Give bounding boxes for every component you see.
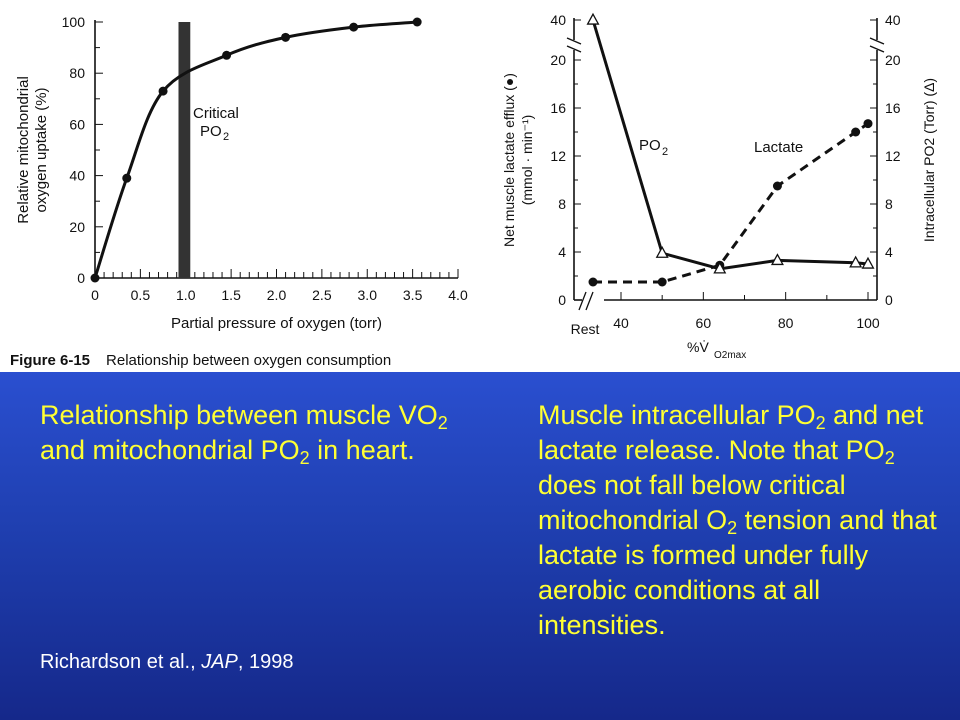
x-tick-label: 1.5 [221,287,241,303]
po2-point [849,255,863,268]
y-tick-label-right: 20 [885,52,901,68]
lactate-point [772,181,782,191]
y-tick-label-left: 20 [550,52,566,68]
y-tick-label-left: 12 [550,148,566,164]
y-axis-label: Relative mitochondrial [15,76,32,224]
y-axis-label-right: Intracellular PO2 (Torr) (Δ) [921,78,937,242]
po2-point [861,256,875,269]
x-axis-label-sub: O2max [714,350,746,361]
po2-point [586,12,600,25]
data-point [122,173,132,183]
figure-area: 0 0.5 1.0 1.5 2.0 2.5 3.0 3.5 4.0 0 20 40 60 80 100 Par… [10,12,937,369]
lactate-point [863,119,873,129]
data-point [412,17,422,27]
x-axis-label: %V̇ [687,339,709,355]
lactate-point [851,127,861,137]
data-point [349,22,359,32]
data-point [281,32,291,42]
y-tick-label: 40 [69,168,85,184]
axis-break [869,37,885,53]
caption-panel: Relationship between muscle VO2 and mito… [0,372,960,720]
data-point [90,273,100,283]
y-tick-label-right: 8 [885,196,893,212]
annotation-critical: Critical [193,105,239,122]
citation: Richardson et al., JAP, 1998 [40,651,294,673]
po2-point [655,245,669,258]
figure-caption-text: Relationship between oxygen consumption [106,352,392,369]
y-tick-label-left: 16 [550,100,566,116]
y-axis-label: oxygen uptake (%) [33,87,50,212]
y-tick-label: 80 [69,65,85,81]
data-point [222,50,232,60]
chart-left: 0 0.5 1.0 1.5 2.0 2.5 3.0 3.5 4.0 0 20 40 60 80 100 Par… [15,14,468,332]
x-tick-label: Rest [571,321,600,337]
x-tick-label: 60 [696,315,712,331]
annotation-po2-sub: 2 [223,131,229,143]
data-point [158,86,168,96]
axis-break [566,37,582,53]
x-tick-label: 2.5 [312,287,332,303]
po2-point [770,253,784,266]
x-axis-break [578,291,594,311]
lactate-point [588,277,598,287]
annotation-po2: PO [200,123,222,140]
x-tick-label: 3.0 [358,287,378,303]
y-tick-label-left: 0 [558,292,566,308]
caption-right: Muscle intracellular PO2 and net lactate… [538,400,937,640]
po2-point [713,261,727,274]
y-tick-label-right: 0 [885,292,893,308]
y-tick-label-right: 40 [885,12,901,28]
caption-left: Relationship between muscle VO2 and mito… [40,400,448,468]
x-tick-label: 2.0 [267,287,287,303]
x-tick-label: 3.5 [403,287,423,303]
x-tick-label: 0.5 [131,287,151,303]
x-axis-label: Partial pressure of oxygen (torr) [171,315,382,332]
y-tick-label-right: 12 [885,148,901,164]
x-tick-label: 1.0 [176,287,196,303]
series-label-lactate: Lactate [754,139,803,156]
x-tick-label: 80 [778,315,794,331]
y-axis-label-left: Net muscle lactate efflux (●) [501,73,517,247]
y-tick-label-left: 4 [558,244,566,260]
y-tick-label: 20 [69,219,85,235]
y-tick-label: 60 [69,116,85,132]
chart-right: 0 0 4 4 8 8 12 12 16 16 20 20 40 40 Rest 40 60 80 100 %V̇ O2… [501,12,937,361]
y-tick-label: 0 [77,270,85,286]
uptake-curve [93,20,418,279]
series-line-po2 [591,19,869,271]
y-tick-label-left: 40 [550,12,566,28]
series-line-lactate [593,122,869,284]
y-tick-label-right: 16 [885,100,901,116]
figure-caption: Figure 6-15 Relationship between oxygen c… [10,352,391,369]
x-tick-label: 0 [91,287,99,303]
y-tick-label-left: 8 [558,196,566,212]
x-tick-label: 4.0 [448,287,468,303]
x-tick-label: 100 [856,315,880,331]
y-axis-label-left: (mmol · min⁻¹) [519,115,535,206]
critical-band [178,22,191,278]
x-tick-label: 40 [613,315,629,331]
figure-caption-label: Figure 6-15 [10,352,91,369]
lactate-point [657,277,667,287]
series-label-po2: PO [639,137,661,154]
series-label-po2-sub: 2 [662,146,668,158]
y-tick-label: 100 [62,14,86,30]
y-tick-label-right: 4 [885,244,893,260]
